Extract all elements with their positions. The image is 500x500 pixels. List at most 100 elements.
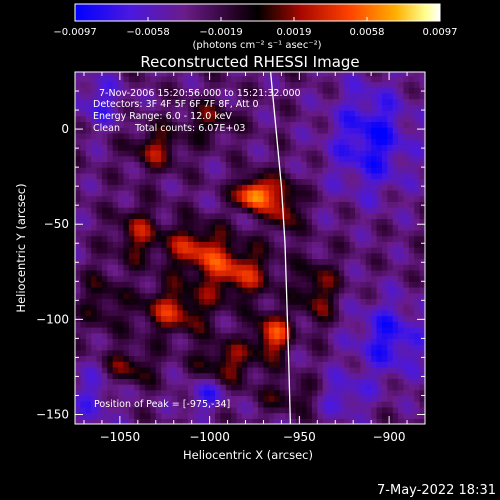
heatmap-cell xyxy=(290,292,297,300)
heatmap-cell xyxy=(241,144,248,151)
heatmap-cell xyxy=(139,384,146,391)
heatmap-cell xyxy=(225,127,232,134)
heatmap-cell xyxy=(166,258,173,265)
heatmap-cell xyxy=(139,110,146,117)
heatmap-cell xyxy=(311,172,318,180)
heatmap-cell xyxy=(107,115,114,123)
heatmap-cell xyxy=(215,264,221,271)
heatmap-cell xyxy=(349,247,356,254)
heatmap-cell xyxy=(338,201,345,208)
heatmap-cell xyxy=(419,150,425,157)
heatmap-cell xyxy=(268,247,275,254)
heatmap-cell xyxy=(279,247,286,254)
heatmap-cell xyxy=(177,361,184,368)
heatmap-cell xyxy=(392,224,399,231)
heatmap-cell xyxy=(118,344,125,351)
heatmap-cell xyxy=(118,332,125,339)
heatmap-cell xyxy=(322,366,329,374)
heatmap-cell xyxy=(225,87,232,94)
heatmap-cell xyxy=(118,309,125,317)
heatmap-cell xyxy=(123,241,130,248)
heatmap-cell xyxy=(349,304,356,311)
heatmap-cell xyxy=(139,292,146,300)
heatmap-cell xyxy=(338,98,345,105)
heatmap-cell xyxy=(150,212,157,220)
heatmap-cell xyxy=(301,378,308,385)
heatmap-cell xyxy=(209,395,216,402)
heatmap-cell xyxy=(145,406,151,414)
heatmap-cell xyxy=(263,241,270,248)
heatmap-cell xyxy=(252,298,259,305)
heatmap-cell xyxy=(231,269,238,277)
heatmap-cell xyxy=(306,224,313,231)
heatmap-cell xyxy=(408,332,415,339)
heatmap-cell xyxy=(311,195,318,202)
heatmap-cell xyxy=(317,138,324,145)
heatmap-cell xyxy=(112,401,119,408)
heatmap-cell xyxy=(333,104,340,111)
heatmap-cell xyxy=(198,287,205,294)
heatmap-cell xyxy=(145,110,151,117)
heatmap-cell xyxy=(392,121,399,128)
heatmap-cell xyxy=(274,292,281,300)
heatmap-cell xyxy=(263,224,270,231)
heatmap-cell xyxy=(182,92,189,100)
heatmap-cell xyxy=(231,304,238,311)
heatmap-cell xyxy=(268,275,275,282)
heatmap-cell xyxy=(193,309,200,317)
heatmap-cell xyxy=(220,224,227,231)
heatmap-cell xyxy=(145,121,151,128)
heatmap-cell xyxy=(177,264,184,271)
heatmap-cell xyxy=(118,229,125,237)
heatmap-cell xyxy=(414,287,421,294)
heatmap-cell xyxy=(381,401,388,408)
heatmap-cell xyxy=(101,81,108,88)
heatmap-cell xyxy=(118,172,125,180)
heatmap-cell xyxy=(145,207,151,214)
heatmap-cell xyxy=(215,309,221,317)
heatmap-cell xyxy=(365,178,372,185)
heatmap-cell xyxy=(392,72,399,77)
colorbar-tick-label: 0.0097 xyxy=(423,27,458,38)
heatmap-cell xyxy=(107,201,114,208)
heatmap-cell xyxy=(258,207,265,214)
heatmap-cell xyxy=(215,275,221,282)
heatmap-cell xyxy=(80,224,87,231)
heatmap-cell xyxy=(231,121,238,128)
heatmap-cell xyxy=(247,224,254,231)
heatmap-cell xyxy=(355,172,361,180)
heatmap-cell xyxy=(349,92,356,100)
heatmap-cell xyxy=(344,281,351,288)
heatmap-cell xyxy=(285,269,291,277)
heatmap-cell xyxy=(365,195,372,202)
heatmap-cell xyxy=(112,269,119,277)
heatmap-cell xyxy=(376,87,383,94)
heatmap-cell xyxy=(118,189,125,197)
heatmap-cell xyxy=(91,98,98,105)
heatmap-cell xyxy=(171,389,178,397)
heatmap-cell xyxy=(177,87,184,94)
heatmap-cell xyxy=(198,344,205,351)
heatmap-cell xyxy=(220,144,227,151)
heatmap-cell xyxy=(96,155,103,163)
heatmap-cell xyxy=(371,321,378,328)
heatmap-cell xyxy=(96,189,103,197)
heatmap-cell xyxy=(198,372,205,379)
heatmap-cell xyxy=(118,127,125,134)
heatmap-cell xyxy=(198,241,205,248)
heatmap-cell xyxy=(118,315,125,322)
heatmap-cell xyxy=(301,412,308,419)
heatmap-cell xyxy=(419,258,425,265)
heatmap-cell xyxy=(171,406,178,414)
heatmap-cell xyxy=(355,247,361,254)
heatmap-cell xyxy=(355,235,361,242)
heatmap-cell xyxy=(155,212,162,220)
heatmap-cell xyxy=(301,372,308,379)
heatmap-cell xyxy=(101,309,108,317)
heatmap-cell xyxy=(371,144,378,151)
heatmap-cell xyxy=(241,155,248,163)
heatmap-cell xyxy=(188,338,195,345)
heatmap-cell xyxy=(171,201,178,208)
heatmap-cell xyxy=(365,144,372,151)
heatmap-cell xyxy=(241,258,248,265)
